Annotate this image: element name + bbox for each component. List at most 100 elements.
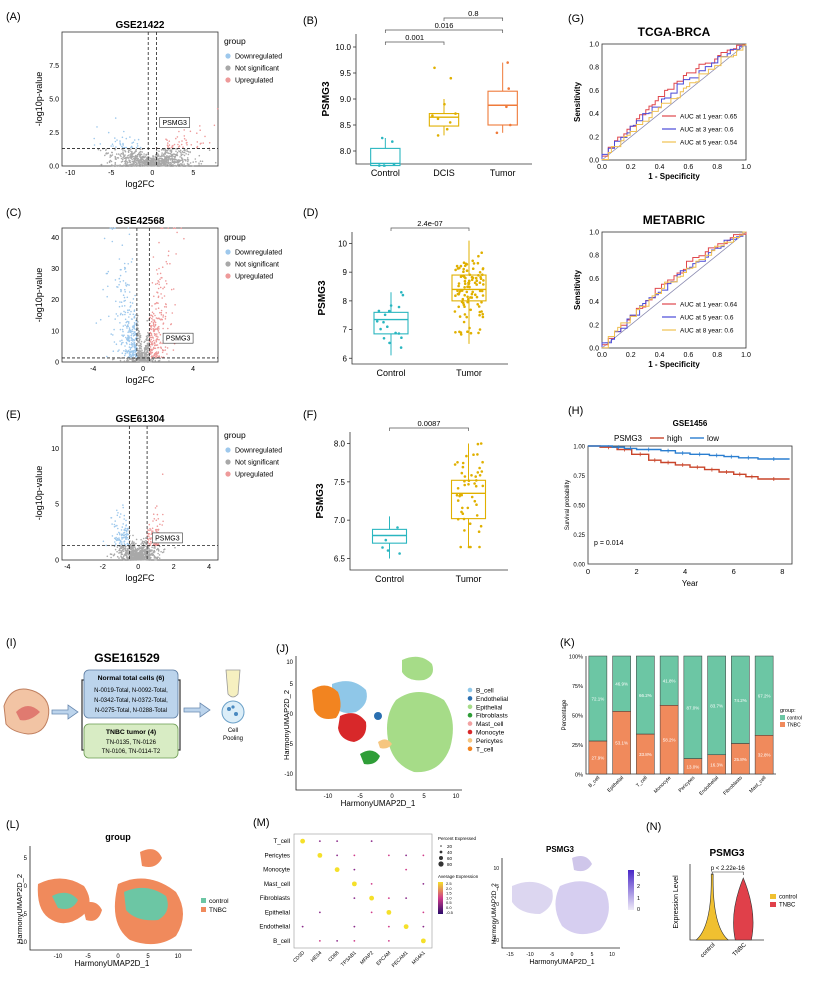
umap-group: group HarmonyUMAP2D_2 HarmonyUMAP2D_1 -1… xyxy=(15,832,229,968)
panel-label-d: (D) xyxy=(303,207,318,219)
tnbc-tumor-line-1: TN-0135, TN-0126 xyxy=(106,740,157,746)
dotplot-dot xyxy=(351,881,357,887)
stacked-label-control: 46.9% xyxy=(615,682,628,687)
umap-l-ytick: 5 xyxy=(24,856,28,862)
dotplot-size-legend-dot xyxy=(439,856,443,860)
dotplot-dot xyxy=(422,911,425,914)
umap-psmg3-cells xyxy=(572,856,592,872)
dotplot-color-legend-label: 1.0 xyxy=(446,895,452,900)
dotplot-dot xyxy=(422,854,425,857)
box-ytick-label: 6 xyxy=(343,354,348,363)
volcano-legend-label: Downregulated xyxy=(235,54,282,61)
violin-legend-swatch-tnbc xyxy=(770,902,776,907)
roc-ytick-label: 0.2 xyxy=(589,134,599,141)
roc-xlabel: 1 - Specificity xyxy=(648,360,700,369)
violin-tnbc xyxy=(733,877,754,941)
roc-ytick-label: 0.6 xyxy=(589,88,599,95)
umap-psmg3-cells xyxy=(555,881,609,935)
tnbc-tumor-title: TNBC tumor (4) xyxy=(106,729,156,736)
boxplot-gse61304: 6.5 7.0 7.5 8.0 PSMG3 Control Tumor 0.0087 xyxy=(315,419,508,584)
dotplot-row-label: Mast_cell xyxy=(264,881,290,888)
stacked-label-tnbc: 32.8% xyxy=(758,753,771,758)
box-iqr xyxy=(428,113,460,127)
volcano-ytick-label: 0.0 xyxy=(49,164,59,171)
dotplot-dot xyxy=(387,925,390,928)
dotplot-dot xyxy=(370,911,373,914)
umap-j-legend-label: Monocyte xyxy=(476,730,505,737)
umap-psmg3-xtick: -10 xyxy=(526,952,533,958)
dotplot-dot xyxy=(336,939,339,942)
dotplot-dot xyxy=(386,909,392,915)
volcano-xlabel: log2FC xyxy=(125,573,155,583)
volcano-ylabel: -log10p-value xyxy=(34,268,44,323)
box-ytick-label: 10.0 xyxy=(335,43,351,52)
stacked-ylabel: Percentage xyxy=(562,699,568,730)
box-ytick-label: 7.0 xyxy=(334,516,346,525)
volcano-legend-marker xyxy=(225,273,231,279)
volcano-xlabel: log2FC xyxy=(125,179,155,189)
umap-l-tnbc-region xyxy=(140,849,162,867)
stacked-legend-title: group: xyxy=(780,708,796,714)
roc-xtick-label: 0.2 xyxy=(626,164,636,171)
umap-psmg3-scale-tick: 2 xyxy=(637,884,640,890)
umap-psmg3-scale-tick: 3 xyxy=(637,872,640,878)
umap-j-ylabel: HarmonyUMAP2D_2 xyxy=(282,690,291,760)
umap-l-legend-swatch-tnbc xyxy=(201,907,206,912)
dotplot-color-legend-label: 2.0 xyxy=(446,886,452,891)
cell-dot xyxy=(231,705,235,709)
survival-xtick-label: 6 xyxy=(732,567,736,576)
survival-xtick-label: 8 xyxy=(780,567,784,576)
stacked-label-control: 67.2% xyxy=(758,694,771,699)
volcano-xtick-label: -4 xyxy=(90,366,96,373)
volcano-xtick-label: -4 xyxy=(64,564,70,571)
dotplot-col-label: PECAM1 xyxy=(391,950,410,969)
stacked-label-control: 41.8% xyxy=(663,679,676,684)
survival-pvalue: p = 0.014 xyxy=(594,540,623,547)
stacked-ytick-label: 100% xyxy=(569,655,583,661)
umap-l-ylabel: HarmonyUMAP2D_2 xyxy=(15,874,24,944)
volcano-legend-label: Downregulated xyxy=(235,448,282,455)
volcano-ytick-label: 10 xyxy=(51,328,59,335)
volcano-annotation-box xyxy=(162,332,194,344)
cluster-epithelial xyxy=(402,656,433,681)
volcano-ytick-label: 10 xyxy=(51,446,59,453)
umap-psmg3-ytick: -10 xyxy=(492,938,499,944)
cluster-fibroblasts xyxy=(360,750,380,765)
panel-label-b: (B) xyxy=(303,15,318,27)
volcano-xtick-label: 0 xyxy=(136,564,140,571)
stacked-legend-control: control xyxy=(787,716,802,722)
umap-psmg3-ylabel: HarmonyUMAP2D_2 xyxy=(491,883,498,944)
panel-label-j: (J) xyxy=(276,643,289,655)
volcano-legend-label: Upregulated xyxy=(235,472,273,479)
box-points xyxy=(495,61,512,135)
roc-ytick-label: 0.2 xyxy=(589,322,599,329)
stacked-label-control: 74.2% xyxy=(734,698,747,703)
dotplot-size-legend-dot xyxy=(440,845,442,847)
umap-psmg3-xtick: 5 xyxy=(591,952,594,958)
roc-ylabel: Sensitivity xyxy=(573,269,582,310)
volcano-legend-marker xyxy=(225,261,231,267)
umap-j-xtick: 10 xyxy=(453,794,460,800)
roc-ytick-label: 0.0 xyxy=(589,346,599,353)
volcano-xtick-label: -2 xyxy=(100,564,106,571)
dotplot-dot xyxy=(387,939,390,942)
umap-psmg3-xtick: 10 xyxy=(609,952,615,958)
roc-ytick-label: 0.8 xyxy=(589,65,599,72)
roc-xtick-label: 0.6 xyxy=(684,352,694,359)
dotplot-dot xyxy=(317,852,323,858)
box-category-label: Control xyxy=(376,368,405,378)
volcano-points-not-significant xyxy=(106,529,176,561)
volcano-annotation-label: PSMG3 xyxy=(162,120,187,127)
stacked-label-tnbc: 53.1% xyxy=(615,741,628,746)
box-category-label: Tumor xyxy=(456,368,482,378)
stacked-bar-tnbc xyxy=(659,705,679,775)
violin-legend-swatch-control xyxy=(770,894,776,899)
violin-psmg3: PSMG3 Expression Level p < 2.22e-16 control… xyxy=(673,848,797,959)
normal-cells-line-3: N-0275-Total, N-0288-Total xyxy=(95,708,167,714)
stacked-label-control: 72.1% xyxy=(591,697,604,702)
box-iqr xyxy=(450,479,487,520)
umap-psmg3-ytick: 0 xyxy=(496,902,499,908)
